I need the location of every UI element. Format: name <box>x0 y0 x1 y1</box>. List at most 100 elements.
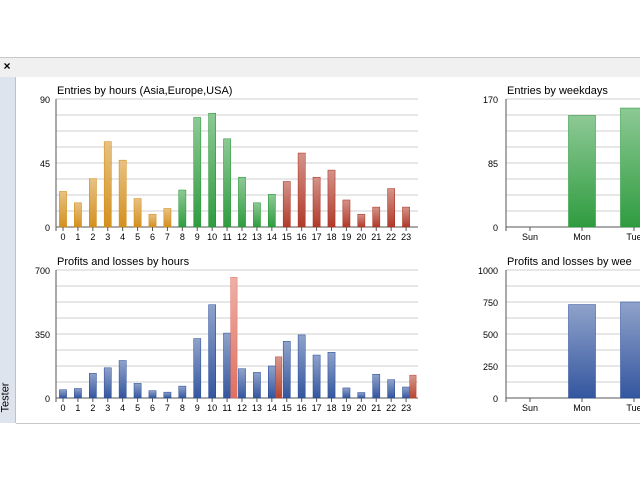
chart-0-xtick-label: 20 <box>356 232 366 242</box>
chart-0-xtick-label: 15 <box>282 232 292 242</box>
chart-2-bar <box>342 387 351 399</box>
close-icon[interactable]: × <box>3 59 11 73</box>
chart-0-xtick-label: 5 <box>135 232 140 242</box>
chart-0-bar <box>148 213 157 228</box>
chart-0-bar <box>297 152 306 228</box>
chart-0-xtick-label: 16 <box>297 232 307 242</box>
chart-0-xtick-label: 2 <box>90 232 95 242</box>
chart-2-title: Profits and losses by hours <box>57 256 190 268</box>
chart-0-bar <box>357 213 366 228</box>
chart-0-ytick-label: 0 <box>45 223 50 233</box>
chart-0-bar <box>342 199 351 228</box>
chart-2-xtick-label: 19 <box>341 403 351 413</box>
chart-2-xtick-label: 12 <box>237 403 247 413</box>
chart-2-xtick-label: 0 <box>60 403 65 413</box>
chart-2-bar <box>357 392 366 399</box>
chart-0-xtick-label: 0 <box>60 232 65 242</box>
chart-0-xtick-label: 1 <box>75 232 80 242</box>
chart-1-xtick-label: Sun <box>522 232 538 242</box>
chart-0-bar <box>282 181 291 228</box>
chart-1-xtick-label: Tue <box>626 232 640 242</box>
chart-2-bar <box>208 304 216 399</box>
chart-0-xtick-label: 23 <box>401 232 411 242</box>
chart-2-xtick-label: 15 <box>282 403 292 413</box>
chart-0-xtick-label: 7 <box>165 232 170 242</box>
chart-2-ytick-label: 350 <box>35 330 50 340</box>
chart-2-xtick-label: 1 <box>75 403 80 413</box>
chart-2-loss-bar <box>275 356 283 399</box>
chart-2-bar <box>238 368 246 399</box>
chart-2-bar <box>59 389 67 399</box>
chart-2-xtick-label: 17 <box>312 403 322 413</box>
chart-3-xtick-label: Sun <box>522 403 538 413</box>
chart-2-xtick-label: 20 <box>356 403 366 413</box>
chart-3-xtick-label: Mon <box>573 403 591 413</box>
chart-0-bar <box>238 176 246 228</box>
chart-3-ytick-label: 250 <box>483 362 498 372</box>
chart-0-bar <box>372 206 381 228</box>
chart-2-bar <box>327 352 336 399</box>
chart-0-ytick-label: 45 <box>40 159 50 169</box>
chart-2-bar <box>103 367 112 399</box>
chart-2-bar <box>268 365 276 399</box>
chart-2-loss-bar <box>230 277 238 399</box>
chart-2-bar <box>118 360 127 399</box>
chart-2-ytick-label: 0 <box>45 394 50 404</box>
chart-2-bar <box>282 341 291 399</box>
chart-0-bar <box>327 169 336 228</box>
chart-2-xtick-label: 11 <box>222 403 231 413</box>
chart-0-bar <box>223 138 231 228</box>
sidebar-tab[interactable] <box>0 77 16 423</box>
chart-0-bar <box>118 159 127 228</box>
chart-0-bar <box>208 112 216 228</box>
chart-0-xtick-label: 17 <box>312 232 322 242</box>
chart-0-xtick-label: 18 <box>326 232 336 242</box>
chart-2-bar <box>133 383 142 399</box>
chart-0-xtick-label: 8 <box>180 232 185 242</box>
chart-2-bar <box>163 391 172 399</box>
chart-0-bar <box>253 202 261 228</box>
chart-0-bar <box>74 202 82 228</box>
chart-2-bar <box>89 373 97 399</box>
chart-0-bar <box>103 141 112 228</box>
chart-1-title: Entries by weekdays <box>507 85 608 97</box>
chart-0-bar <box>163 208 172 228</box>
chart-2-xtick-label: 6 <box>150 403 155 413</box>
chart-2-bar <box>312 354 321 399</box>
chart-2-bar <box>387 379 395 399</box>
chart-2-ytick-label: 700 <box>35 266 50 276</box>
chart-2-bar <box>253 372 261 399</box>
chart-2-loss-bar <box>409 374 417 399</box>
chart-0-xtick-label: 10 <box>207 232 217 242</box>
chart-1-bar <box>568 115 596 228</box>
chart-2-bar <box>297 334 306 399</box>
chart-2-bar <box>402 386 410 399</box>
chart-0-bar <box>193 117 202 228</box>
chart-0-xtick-label: 13 <box>252 232 262 242</box>
chart-2-xtick-label: 13 <box>252 403 262 413</box>
chart-2-xtick-label: 2 <box>90 403 95 413</box>
chart-3-bar <box>620 301 640 399</box>
chart-0-xtick-label: 21 <box>371 232 381 242</box>
chart-2-xtick-label: 21 <box>371 403 381 413</box>
chart-1-bar <box>620 107 640 228</box>
chart-0-xtick-label: 6 <box>150 232 155 242</box>
chart-2-xtick-label: 7 <box>165 403 170 413</box>
chart-2-xtick-label: 16 <box>297 403 307 413</box>
chart-0-bar <box>387 188 395 228</box>
chart-2-bar <box>178 385 187 399</box>
chart-0-xtick-label: 22 <box>386 232 396 242</box>
chart-2-xtick-label: 3 <box>105 403 110 413</box>
chart-2-bar <box>372 373 381 399</box>
chart-2-xtick-label: 18 <box>326 403 336 413</box>
chart-2-bar <box>74 388 82 399</box>
chart-2-xtick-label: 9 <box>195 403 200 413</box>
chart-0-bar <box>312 176 321 228</box>
chart-3-bar <box>568 304 596 399</box>
chart-3-ytick-label: 1000 <box>478 266 498 276</box>
chart-2-bar <box>148 390 157 399</box>
chart-1-ytick-label: 170 <box>483 95 498 105</box>
chart-0-title: Entries by hours (Asia,Europe,USA) <box>57 85 232 97</box>
chart-3-ytick-label: 0 <box>493 394 498 404</box>
